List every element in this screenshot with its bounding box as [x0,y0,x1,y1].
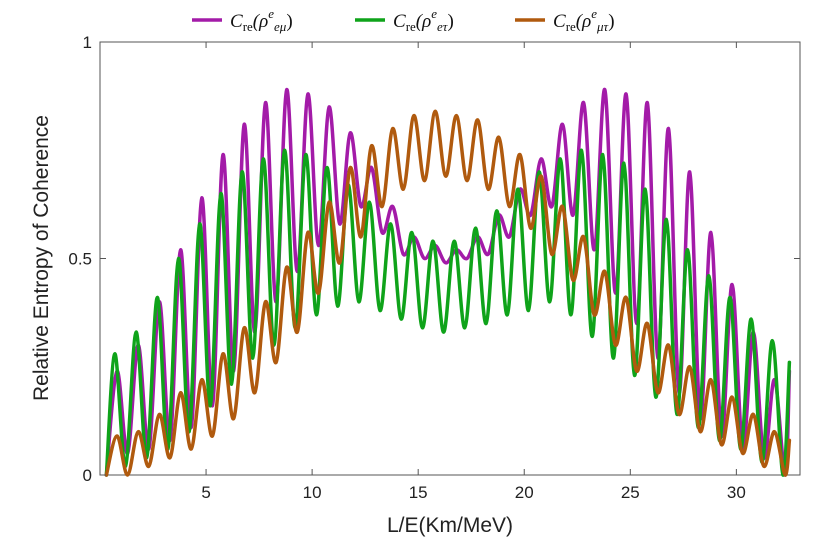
x-axis-title: L/E(Km/MeV) [387,514,513,537]
series-line-emu [104,87,792,477]
x-tick-label: 30 [727,483,746,502]
legend-item-mutau: Cre(ρeμτ) [515,6,615,34]
y-axis-title: Relative Entropy of Coherence [30,115,53,401]
legend-item-emu: Cre(ρeeμ) [192,6,293,34]
legend-item-etau: Cre(ρeeτ) [355,6,454,34]
legend-label: Cre(ρeeτ) [393,6,454,34]
ticks-layer: 5 10 15 20 25 30 0 0.5 1 [68,33,800,502]
x-tick-label: 5 [201,483,210,502]
y-tick-label: 1 [83,33,92,52]
x-tick-label: 25 [621,483,640,502]
y-tick-label: 0.5 [68,250,92,269]
legend-label: Cre(ρeeμ) [230,6,293,34]
x-tick-label: 15 [409,483,428,502]
legend-label: Cre(ρeμτ) [553,6,615,34]
y-tick-label: 0 [83,466,92,485]
series-line-mutau [104,109,792,477]
x-tick-label: 20 [515,483,534,502]
legend: Cre(ρeeμ) Cre(ρeeτ) Cre(ρeμτ) [192,6,615,34]
x-tick-label: 10 [303,483,322,502]
series-layer [104,87,792,477]
